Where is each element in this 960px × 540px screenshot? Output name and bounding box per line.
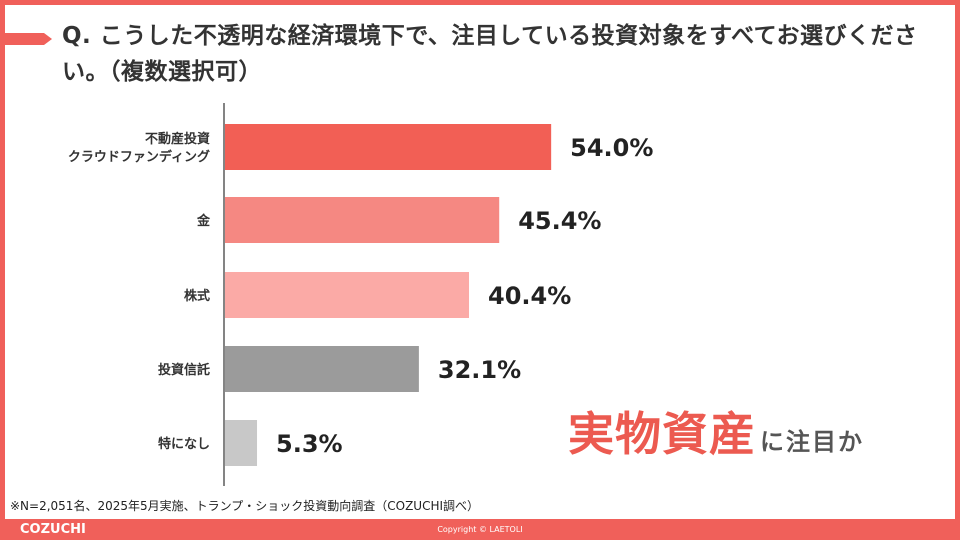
bar-1 [225, 197, 500, 243]
value-label: 54.0% [570, 134, 653, 162]
survey-note: ※N=2,051名、2025年5月実施、トランプ・ショック投資動向調査（COZU… [10, 499, 480, 513]
bar-4 [225, 420, 258, 466]
category-label: 金 [196, 213, 211, 229]
category-label: 不動産投資クラウドファンディング [68, 131, 210, 165]
value-label: 45.4% [518, 207, 601, 235]
callout: 実物資産 に注目か [568, 398, 864, 464]
question-title: Q. こうした不透明な経済環境下で、注目している投資対象をすべてお選びください。… [62, 23, 918, 85]
footer-bar: COZUCHI Copyright © LAETOLI [0, 519, 960, 540]
callout-emphasis: 実物資産 [568, 407, 756, 461]
bar-0 [225, 124, 552, 170]
bar-2 [225, 272, 470, 318]
title-arrow-marker [0, 33, 52, 45]
value-label: 5.3% [276, 430, 343, 458]
category-label: 投資信託 [158, 362, 210, 378]
callout-rest: に注目か [760, 428, 864, 456]
brand-logo: COZUCHI [20, 522, 86, 537]
category-label: 株式 [184, 288, 210, 304]
bar-3 [225, 346, 419, 392]
category-label: 特になし [158, 436, 210, 452]
copyright: Copyright © LAETOLI [437, 525, 523, 534]
value-label: 32.1% [438, 356, 521, 384]
slide-frame [5, 5, 955, 519]
value-label: 40.4% [488, 282, 571, 310]
